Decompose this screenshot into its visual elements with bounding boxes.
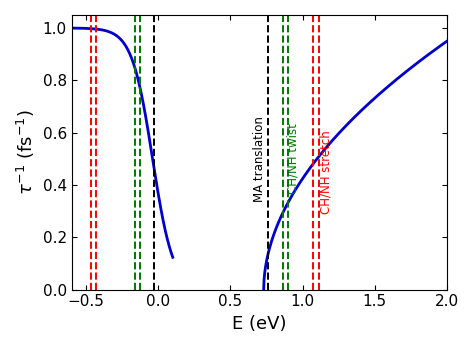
X-axis label: E (eV): E (eV) <box>232 315 287 333</box>
Y-axis label: $\tau^{-1}$ (fs$^{-1}$): $\tau^{-1}$ (fs$^{-1}$) <box>15 109 37 195</box>
Text: CH/NH stretch: CH/NH stretch <box>319 130 332 214</box>
Text: MA translation: MA translation <box>253 116 266 202</box>
Text: CH/NH twist: CH/NH twist <box>287 124 300 194</box>
